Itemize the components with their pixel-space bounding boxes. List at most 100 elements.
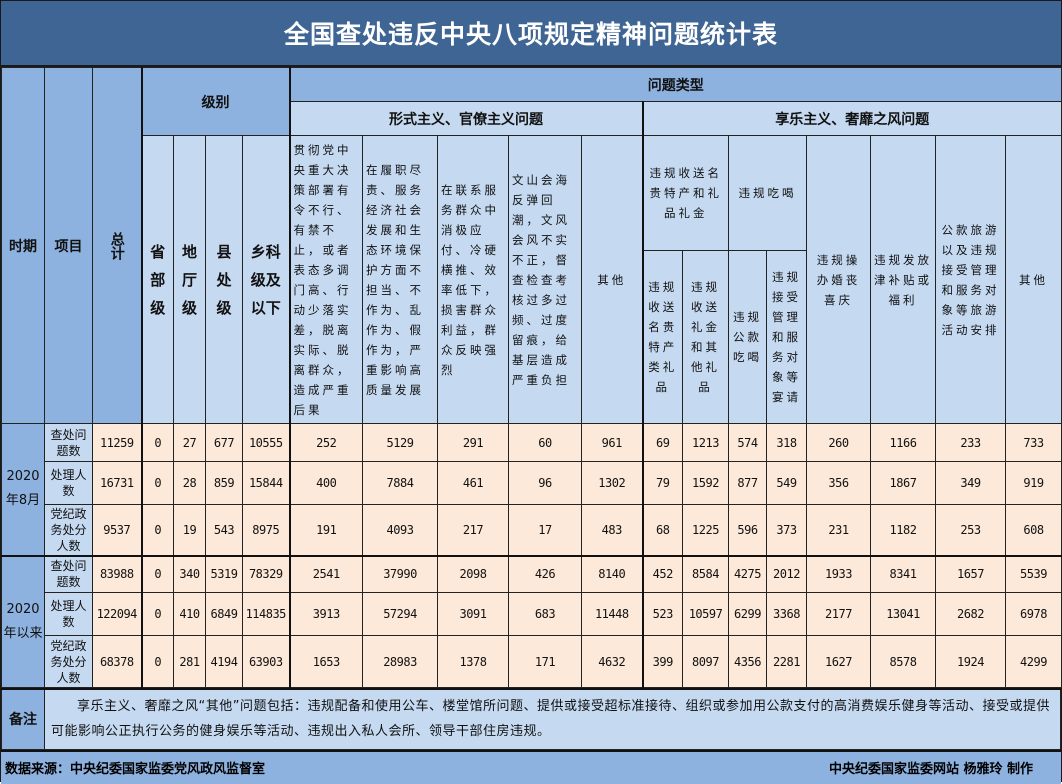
value-cell: 252 [289,423,363,462]
value-cell: 96 [508,461,582,505]
row-item-label: 处理人数 [44,592,93,636]
header-level-county: 县处级 [205,135,243,424]
header-travel: 公款旅游以及违规接受管理和服务对象等旅游活动安排 [935,135,1006,424]
value-cell: 1213 [682,423,729,462]
value-cell: 6978 [1004,592,1062,636]
value-cell: 2098 [437,555,509,593]
value-cell: 4194 [205,635,243,688]
header-formalism-col-2: 在履职尽责、服务经济社会发展和生态环境保护方面不担当、不作为、乱作为、假作为，严… [362,135,438,424]
value-cell: 483 [581,504,644,556]
header-level: 级别 [141,67,291,136]
value-cell: 4356 [728,635,767,688]
header-hedonism-other: 其他 [1004,135,1062,424]
value-cell: 1302 [581,461,644,505]
value-cell: 373 [766,504,807,556]
value-cell: 677 [205,423,243,462]
value-cell: 8341 [870,555,936,593]
value-cell: 349 [935,461,1006,505]
value-cell: 60 [508,423,582,462]
row-item-label: 党纪政务处分人数 [44,635,93,688]
value-cell: 426 [508,555,582,593]
value-cell: 57294 [362,592,438,636]
header-dining-group: 违规吃喝 [728,135,807,251]
table-row: 党纪政务处分人数 9537 0 19 543 8975 191 4093 217 17 483 68 1… [2,504,1062,556]
row-item-label: 党纪政务处分人数 [44,504,93,556]
table-body: 2020年8月 查处问题数 11259 0 27 677 10555 252 5129 291 60… [1,423,1062,688]
value-cell: 1592 [682,461,729,505]
header-dining-banquet: 违规接受管理和服务对象等宴请 [766,250,807,424]
row-item-label: 查处问题数 [44,555,93,593]
value-cell: 461 [437,461,509,505]
period-label: 2020年以来 [1,555,45,688]
value-cell: 171 [508,635,582,688]
header-hedonism: 享乐主义、奢靡之风问题 [641,101,1062,136]
value-cell: 340 [173,555,206,593]
value-cell: 13041 [870,592,936,636]
header-total: 总计 [92,67,143,424]
value-cell: 83988 [92,555,143,593]
value-cell: 1653 [289,635,363,688]
header-level-township: 乡科级及以下 [242,135,291,424]
value-cell: 543 [205,504,243,556]
value-cell: 8578 [870,635,936,688]
value-cell: 8584 [682,555,729,593]
value-cell: 5129 [362,423,438,462]
value-cell: 5319 [205,555,243,593]
header-subsidies: 违规发放津补贴或福利 [870,135,936,424]
value-cell: 4275 [728,555,767,593]
value-cell: 399 [642,635,683,688]
value-cell: 859 [205,461,243,505]
value-cell: 318 [766,423,807,462]
value-cell: 233 [935,423,1006,462]
value-cell: 0 [141,423,174,462]
header-item: 项目 [44,67,93,424]
period-label: 2020年8月 [1,423,45,556]
value-cell: 260 [806,423,871,462]
value-cell: 69 [642,423,683,462]
value-cell: 11448 [581,592,644,636]
value-cell: 68 [642,504,683,556]
value-cell: 6849 [205,592,243,636]
header-gifts-money: 违规收送礼金和其他礼品 [682,250,729,424]
value-cell: 15844 [242,461,291,505]
value-cell: 17 [508,504,582,556]
value-cell: 11259 [92,423,143,462]
value-cell: 2281 [766,635,807,688]
value-cell: 78329 [242,555,291,593]
header-dining-public: 违规公款吃喝 [728,250,767,424]
value-cell: 4299 [1004,635,1062,688]
value-cell: 0 [141,635,174,688]
value-cell: 452 [642,555,683,593]
value-cell: 281 [173,635,206,688]
value-cell: 1867 [870,461,936,505]
page-title: 全国查处违反中央八项规定精神问题统计表 [1,1,1061,67]
value-cell: 191 [289,504,363,556]
value-cell: 2682 [935,592,1006,636]
header-problem-type: 问题类型 [288,67,1062,102]
header-period: 时期 [1,67,45,424]
value-cell: 8975 [242,504,291,556]
value-cell: 8140 [581,555,644,593]
value-cell: 231 [806,504,871,556]
value-cell: 1627 [806,635,871,688]
value-cell: 4093 [362,504,438,556]
header-level-province: 省部级 [141,135,174,424]
header-weddings-funerals: 违规操办婚丧喜庆 [806,135,871,424]
statistics-table: 时期 项目 总计 级别 问题类型 形式主义、官僚主义问题 享乐主义、奢靡之风问题… [1,67,1062,688]
value-cell: 400 [289,461,363,505]
value-cell: 63903 [242,635,291,688]
value-cell: 19 [173,504,206,556]
value-cell: 410 [173,592,206,636]
value-cell: 291 [437,423,509,462]
value-cell: 5539 [1004,555,1062,593]
note-table: 备注 享乐主义、奢靡之风“其他”问题包括：违规配备和使用公车、楼堂馆所问题、提供… [1,688,1061,750]
value-cell: 2012 [766,555,807,593]
value-cell: 8097 [682,635,729,688]
value-cell: 523 [642,592,683,636]
value-cell: 0 [141,504,174,556]
value-cell: 733 [1004,423,1062,462]
value-cell: 1933 [806,555,871,593]
header-formalism-col-3: 在联系服务群众中消极应付、冷硬横推、效率低下，损害群众利益，群众反映强烈 [437,135,509,424]
value-cell: 6299 [728,592,767,636]
